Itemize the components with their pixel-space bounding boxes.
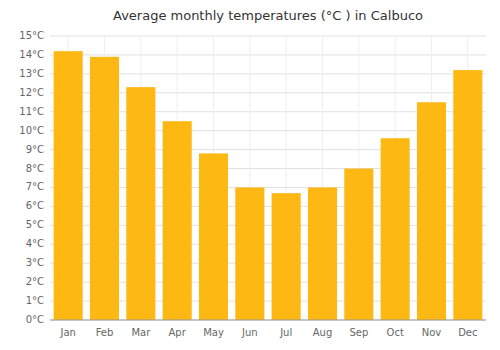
y-tick-label: 7°C: [26, 181, 44, 192]
bar: [344, 169, 373, 320]
bar: [381, 138, 410, 320]
y-tick-label: 4°C: [26, 238, 44, 249]
grid: [50, 36, 486, 320]
y-tick-label: 13°C: [19, 68, 44, 79]
bar: [417, 102, 446, 320]
y-tick-label: 0°C: [26, 314, 44, 325]
x-tick-label: Jul: [279, 327, 292, 338]
bar: [54, 51, 83, 320]
x-tick-label: May: [203, 327, 224, 338]
x-tick-label: Dec: [458, 327, 477, 338]
x-tick-label: Jan: [59, 327, 75, 338]
x-tick-label: Mar: [131, 327, 151, 338]
bar: [235, 187, 264, 320]
y-tick-label: 12°C: [19, 87, 44, 98]
bar: [272, 193, 301, 320]
y-grid-line: [50, 320, 486, 321]
bar: [453, 70, 482, 320]
y-tick-label: 2°C: [26, 276, 44, 287]
bar: [199, 153, 228, 320]
x-tick-label: Feb: [96, 327, 114, 338]
y-tick-label: 8°C: [26, 163, 44, 174]
y-tick-label: 1°C: [26, 295, 44, 306]
x-tick-label: Sep: [349, 327, 368, 338]
bar: [90, 57, 119, 320]
y-tick-label: 10°C: [19, 125, 44, 136]
y-grid-line: [50, 54, 486, 55]
bar: [163, 121, 192, 320]
y-tick-label: 15°C: [19, 30, 44, 41]
y-axis: 0°C 1°C 2°C 3°C 4°C 5°C 6°C 7°C 8°C 9°C 10°C 11°C 12…: [19, 30, 44, 325]
x-tick-label: Apr: [169, 327, 187, 338]
y-grid-line: [50, 36, 486, 37]
x-axis: Jan Feb Mar Apr May Jun Jul Aug Sep Oct Nov Dec: [50, 320, 486, 338]
title: Average monthly temperatures (°C ) in Ca…: [113, 8, 423, 23]
x-tick-label: Aug: [313, 327, 333, 338]
y-tick-label: 5°C: [26, 219, 44, 230]
x-tick-label: Jun: [241, 327, 258, 338]
x-axis-line: [50, 320, 486, 321]
bar: [126, 87, 155, 320]
y-tick-label: 11°C: [19, 106, 44, 117]
y-tick-label: 9°C: [26, 144, 44, 155]
x-tick-label: Nov: [422, 327, 442, 338]
y-tick-label: 14°C: [19, 49, 44, 60]
y-tick-label: 6°C: [26, 200, 44, 211]
bars: [54, 51, 483, 320]
bar: [308, 187, 337, 320]
x-tick-label: Oct: [387, 327, 404, 338]
y-tick-label: 3°C: [26, 257, 44, 268]
chart: 0°C 1°C 2°C 3°C 4°C 5°C 6°C 7°C 8°C 9°C 10°C 11°C 12…: [0, 0, 500, 350]
chart-container: 0°C 1°C 2°C 3°C 4°C 5°C 6°C 7°C 8°C 9°C 10°C 11°C 12…: [0, 0, 500, 350]
